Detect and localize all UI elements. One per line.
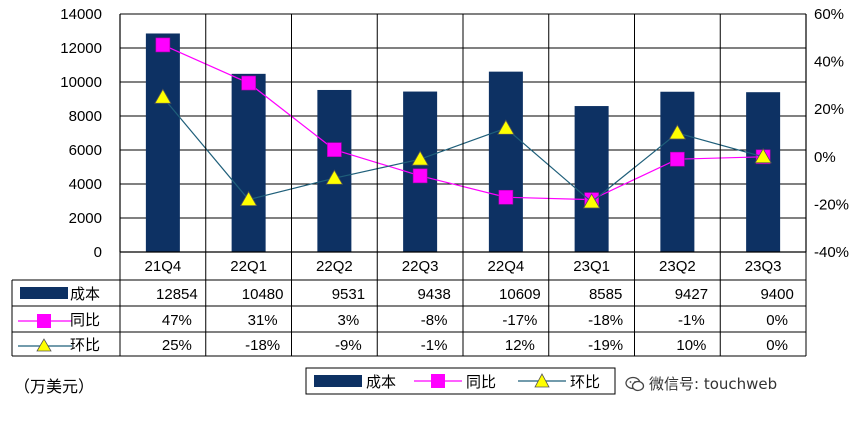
table-cell: 8585 [589,286,622,303]
qoq-point [239,190,258,207]
left-tick-label: 0 [94,244,102,261]
table-cell: -9% [335,337,362,354]
bar [574,106,609,253]
chart-legend: 成本 同比 环比 [305,367,616,395]
category-label: 21Q4 [145,258,182,275]
left-tick-label: 12000 [60,40,102,57]
table-cell: 9427 [675,286,708,303]
qoq-point [411,150,429,166]
table-cell: -19% [588,337,623,354]
legend-label: 成本 [366,374,396,391]
left-tick-label: 8000 [69,108,102,125]
table-cell: -8% [421,312,448,329]
table-cell: 9400 [760,286,793,303]
yoy-point [498,189,514,205]
category-label: 22Q1 [230,258,267,275]
table-cell: 10480 [242,286,284,303]
bar [746,92,781,252]
row-header: 环比 [70,337,100,354]
table-cell: 25% [162,337,192,354]
row-header: 成本 [70,286,100,303]
table-cell: 12854 [156,286,198,303]
row-key-bar [20,287,68,299]
data-table: 21Q4 22Q1 22Q2 22Q3 22Q4 23Q1 23Q2 23Q3 成本 12854 1… [11,14,807,357]
right-tick-label: -20% [814,196,849,213]
legend-label: 环比 [570,374,600,391]
table-cell: 10% [676,337,706,354]
watermark-text: 微信号: touchweb [649,375,778,393]
row-key-marker [36,338,52,352]
right-tick-label: 60% [814,6,844,23]
legend-key-marker [534,373,550,388]
category-label: 23Q1 [573,258,610,275]
category-label: 23Q3 [745,258,782,275]
unit-label: （万美元） [14,377,95,396]
category-label: 22Q4 [488,258,525,275]
table-cell: -18% [245,337,280,354]
left-tick-label: 6000 [69,142,102,159]
qoq-point [754,147,772,164]
table-cell: 3% [338,312,360,329]
category-label: 23Q2 [659,258,696,275]
bar [660,91,695,252]
right-tick-label: 20% [814,101,844,118]
right-tick-label: 40% [814,54,844,71]
table-cell: 9531 [332,286,365,303]
table-cell: 0% [766,337,788,354]
table-cell: 31% [248,312,278,329]
qoq-point [154,88,172,104]
legend-key-bar [314,375,362,387]
table-cell: 10609 [499,286,541,303]
yoy-point [241,75,256,91]
yoy-point [327,142,342,157]
table-cell: 12% [505,337,535,354]
qoq-point [497,119,515,135]
right-tick-label: 0% [814,149,836,166]
qoq-point [325,169,344,185]
row-header: 同比 [70,312,100,329]
table-cell: 0% [766,312,788,329]
bar [231,73,266,252]
table-cell: 9438 [417,286,450,303]
row-key-marker [37,314,51,328]
bar [488,71,523,252]
table-cell: -18% [588,312,623,329]
bar [145,33,180,253]
table-cell: -17% [502,312,537,329]
table-cell: -1% [421,337,448,354]
right-tick-label: -40% [814,244,849,261]
qoq-point [582,193,601,209]
legend-key-marker [431,374,445,388]
yoy-point [670,151,685,167]
table-cell: -1% [678,312,705,329]
qoq-point [668,124,687,140]
left-tick-label: 14000 [60,6,102,23]
left-tick-label: 10000 [60,74,102,91]
category-label: 22Q3 [402,258,439,275]
watermark: 微信号: touchweb [625,373,777,394]
left-tick-label: 4000 [69,176,102,193]
table-cell: 47% [162,312,192,329]
yoy-point [155,37,171,53]
left-tick-label: 2000 [69,210,102,227]
yoy-point [412,168,428,184]
legend-label: 同比 [466,374,496,391]
wechat-icon [625,376,645,391]
category-label: 22Q2 [316,258,353,275]
